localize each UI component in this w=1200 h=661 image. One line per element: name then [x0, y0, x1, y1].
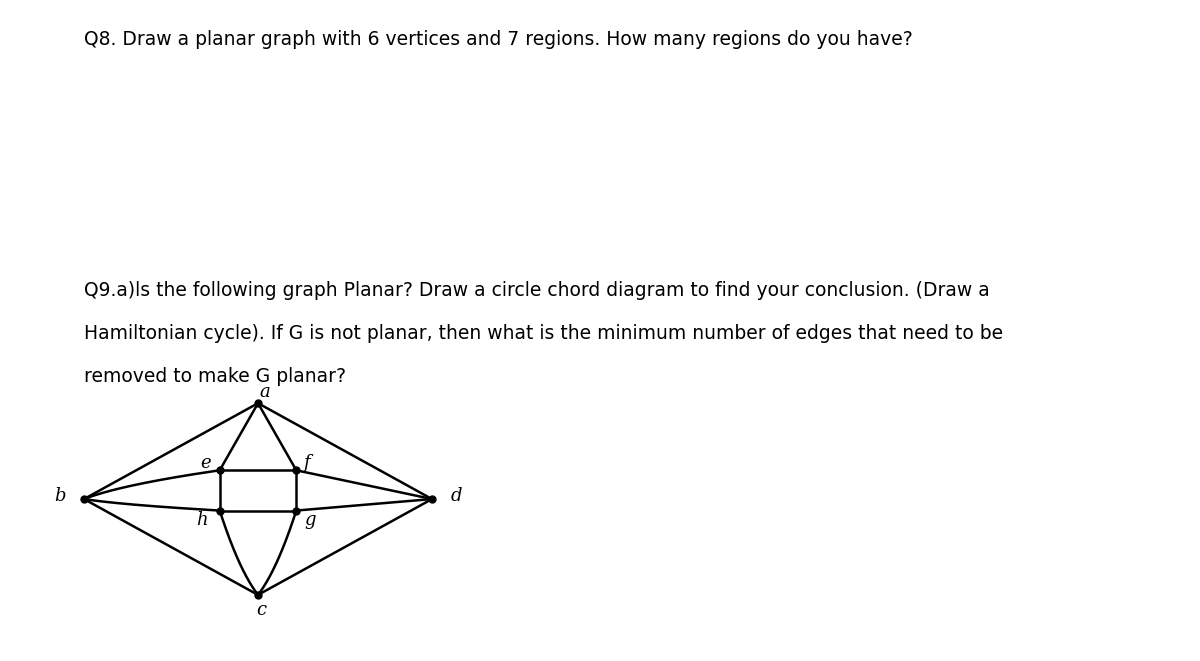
Text: h: h — [197, 511, 208, 529]
Text: b: b — [54, 487, 65, 505]
Text: a: a — [259, 383, 270, 401]
Text: e: e — [200, 453, 211, 472]
Text: f: f — [304, 453, 310, 472]
Text: d: d — [451, 487, 462, 505]
Text: removed to make G planar?: removed to make G planar? — [84, 367, 346, 386]
Text: c: c — [257, 602, 266, 619]
Text: g: g — [305, 511, 316, 529]
Text: Q9.a)ls the following graph Planar? Draw a circle chord diagram to find your con: Q9.a)ls the following graph Planar? Draw… — [84, 281, 990, 300]
Text: Hamiltonian cycle). If G is not planar, then what is the minimum number of edges: Hamiltonian cycle). If G is not planar, … — [84, 324, 1003, 343]
Text: Q8. Draw a planar graph with 6 vertices and 7 regions. How many regions do you h: Q8. Draw a planar graph with 6 vertices … — [84, 30, 913, 49]
